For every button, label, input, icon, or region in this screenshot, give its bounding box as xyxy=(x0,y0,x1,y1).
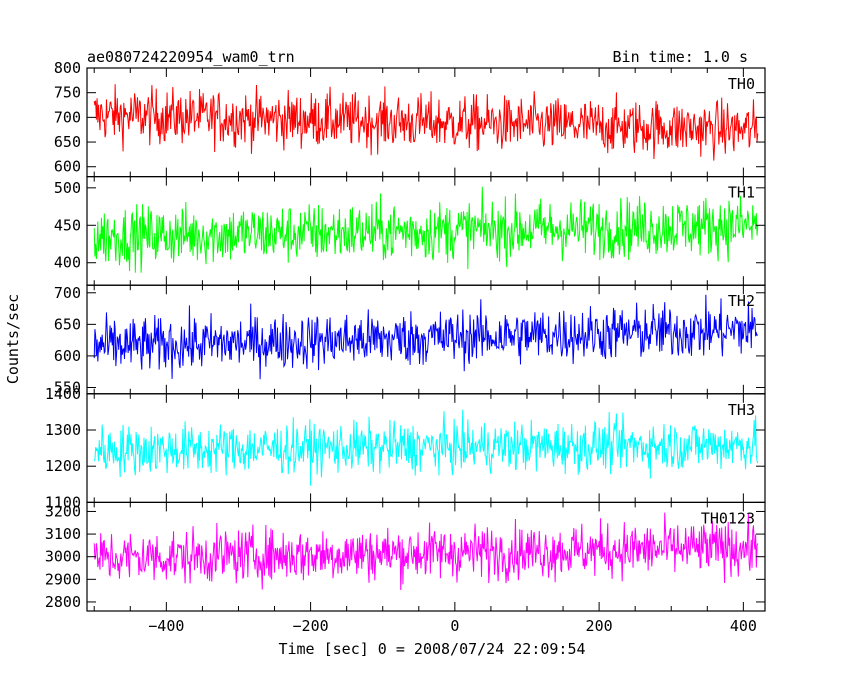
y-tick-label: 2900 xyxy=(45,570,81,588)
y-tick-label: 700 xyxy=(54,108,81,126)
x-tick-label: 0 xyxy=(450,617,459,635)
y-tick-label: 750 xyxy=(54,84,81,102)
panel-label-th2: TH2 xyxy=(728,292,755,310)
series-line-th3 xyxy=(93,409,759,486)
panel-label-th1: TH1 xyxy=(728,184,755,202)
y-tick-label: 1100 xyxy=(45,493,81,511)
y-tick-label: 1300 xyxy=(45,421,81,439)
y-axis-label: Counts/sec xyxy=(4,294,22,384)
y-tick-label: 3000 xyxy=(45,548,81,566)
series-line-th2 xyxy=(93,294,759,380)
y-tick-label: 800 xyxy=(54,59,81,77)
panel-label-th3: TH3 xyxy=(728,401,755,419)
figure-title: ae080724220954_wam0_trn xyxy=(87,48,295,66)
x-tick-label: 400 xyxy=(730,617,757,635)
panel-th1: 400 450 500 TH1 xyxy=(54,176,766,286)
panel-label-th0: TH0 xyxy=(728,75,755,93)
y-tick-label: 3200 xyxy=(45,502,81,520)
y-tick-label: 550 xyxy=(54,378,81,396)
y-tick-label: 500 xyxy=(54,179,81,197)
panel-label-th0123: TH0123 xyxy=(701,509,755,527)
y-tick-label: 650 xyxy=(54,133,81,151)
y-tick-label: 1200 xyxy=(45,457,81,475)
y-tick-label: 3100 xyxy=(45,525,81,543)
x-tick-label: 200 xyxy=(586,617,613,635)
y-tick-label: 400 xyxy=(54,254,81,272)
x-axis-label: Time [sec] 0 = 2008/07/24 22:09:54 xyxy=(278,640,585,658)
y-tick-label: 650 xyxy=(54,315,81,333)
panel-th3: 1100 1200 1300 1400 TH3 xyxy=(45,385,766,511)
panel-th0123: 2800 2900 3000 3100 3200 TH0123 xyxy=(45,501,766,612)
y-tick-label: 2800 xyxy=(45,593,81,611)
panel-th2: 550 600 650 700 TH2 xyxy=(54,284,766,396)
series-line-th1 xyxy=(93,186,759,273)
y-tick-label: 1400 xyxy=(45,385,81,403)
panels-group: 600 650 700 750 800 TH0 400 450 500 TH1 550 600 650 7… xyxy=(45,59,766,612)
panel-frame xyxy=(86,67,766,178)
y-tick-label: 600 xyxy=(54,347,81,365)
bin-time-label: Bin time: 1.0 s xyxy=(613,48,748,66)
panel-th0: 600 650 700 750 800 TH0 xyxy=(54,59,766,178)
y-tick-label: 450 xyxy=(54,216,81,234)
x-tick-label: −200 xyxy=(293,617,329,635)
y-tick-label: 700 xyxy=(54,284,81,302)
series-line-th0 xyxy=(93,84,759,161)
x-tick-label: −400 xyxy=(148,617,184,635)
series-line-th0123 xyxy=(93,512,759,591)
y-tick-label: 600 xyxy=(54,158,81,176)
x-axis: −400 −200 0 200 400 xyxy=(148,617,757,635)
